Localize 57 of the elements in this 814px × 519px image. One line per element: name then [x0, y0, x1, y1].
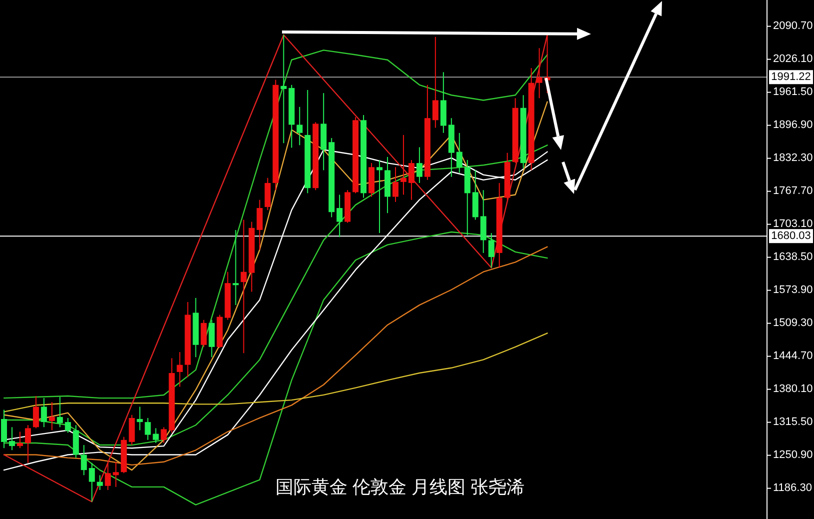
- y-tick-label: 1638.50: [773, 251, 813, 264]
- candlestick: [144, 417, 151, 440]
- candlestick: [416, 146, 422, 184]
- candlestick: [64, 417, 71, 434]
- candlestick: [112, 461, 119, 488]
- candlestick: [256, 199, 263, 250]
- y-tick-label: 1444.70: [773, 350, 813, 362]
- candlestick: [136, 406, 143, 431]
- candlestick: [96, 474, 103, 490]
- line-series: [3, 50, 548, 399]
- candlestick: [80, 444, 87, 476]
- candlestick: [88, 462, 95, 502]
- candlestick: [232, 229, 239, 306]
- y-tick-label: 1315.50: [773, 416, 813, 428]
- candlestick: [240, 219, 247, 354]
- candlestick: [280, 34, 287, 144]
- candlestick: [104, 462, 111, 490]
- y-tick-label: 2090.70: [773, 20, 813, 32]
- text: 国际黄金 伦敦金 月线图 张尧浠: [275, 476, 525, 497]
- candlestick: [392, 166, 398, 202]
- candlestick: [48, 402, 55, 431]
- candlestick: [408, 159, 414, 200]
- candlestick: [40, 398, 47, 428]
- candlestick: [200, 319, 207, 348]
- y-tick-label: 1573.90: [773, 284, 813, 296]
- candlestick: [432, 36, 438, 128]
- candlestick: [0, 409, 7, 449]
- candlestick: [336, 194, 343, 238]
- candlestick: [376, 159, 383, 234]
- y-tick-label: 1186.30: [773, 482, 812, 494]
- y-tick-label: 1961.50: [773, 86, 813, 98]
- line-series: [3, 34, 548, 502]
- candlestick: [16, 431, 23, 449]
- y-tick-label: 1767.70: [773, 185, 813, 198]
- ref-line-label: 1991.22: [771, 71, 811, 84]
- candlestick: [24, 424, 31, 464]
- line-series: [3, 332, 548, 412]
- y-tick-label: 1703.10: [773, 218, 813, 230]
- y-tick-label: 1250.90: [773, 449, 813, 462]
- line-series: [3, 246, 548, 466]
- candlestick: [400, 134, 406, 196]
- candlestick: [536, 48, 542, 99]
- y-tick-label: 1896.90: [773, 119, 813, 132]
- y-tick-label: 1380.10: [773, 383, 813, 396]
- candlestick: [8, 426, 15, 451]
- candlestick: [296, 106, 303, 146]
- y-tick-label: 2026.10: [773, 53, 813, 66]
- candlestick: [456, 132, 462, 174]
- ref-line-label: 1680.03: [771, 230, 811, 242]
- candlestick: [56, 396, 63, 428]
- candlestick: [160, 426, 167, 444]
- candlestick: [488, 232, 494, 268]
- candlestick: [32, 395, 39, 429]
- y-tick-label: 1832.30: [773, 152, 813, 164]
- y-tick-label: 1509.30: [773, 317, 813, 330]
- candlestick: [176, 352, 183, 388]
- candlestick: [152, 428, 159, 444]
